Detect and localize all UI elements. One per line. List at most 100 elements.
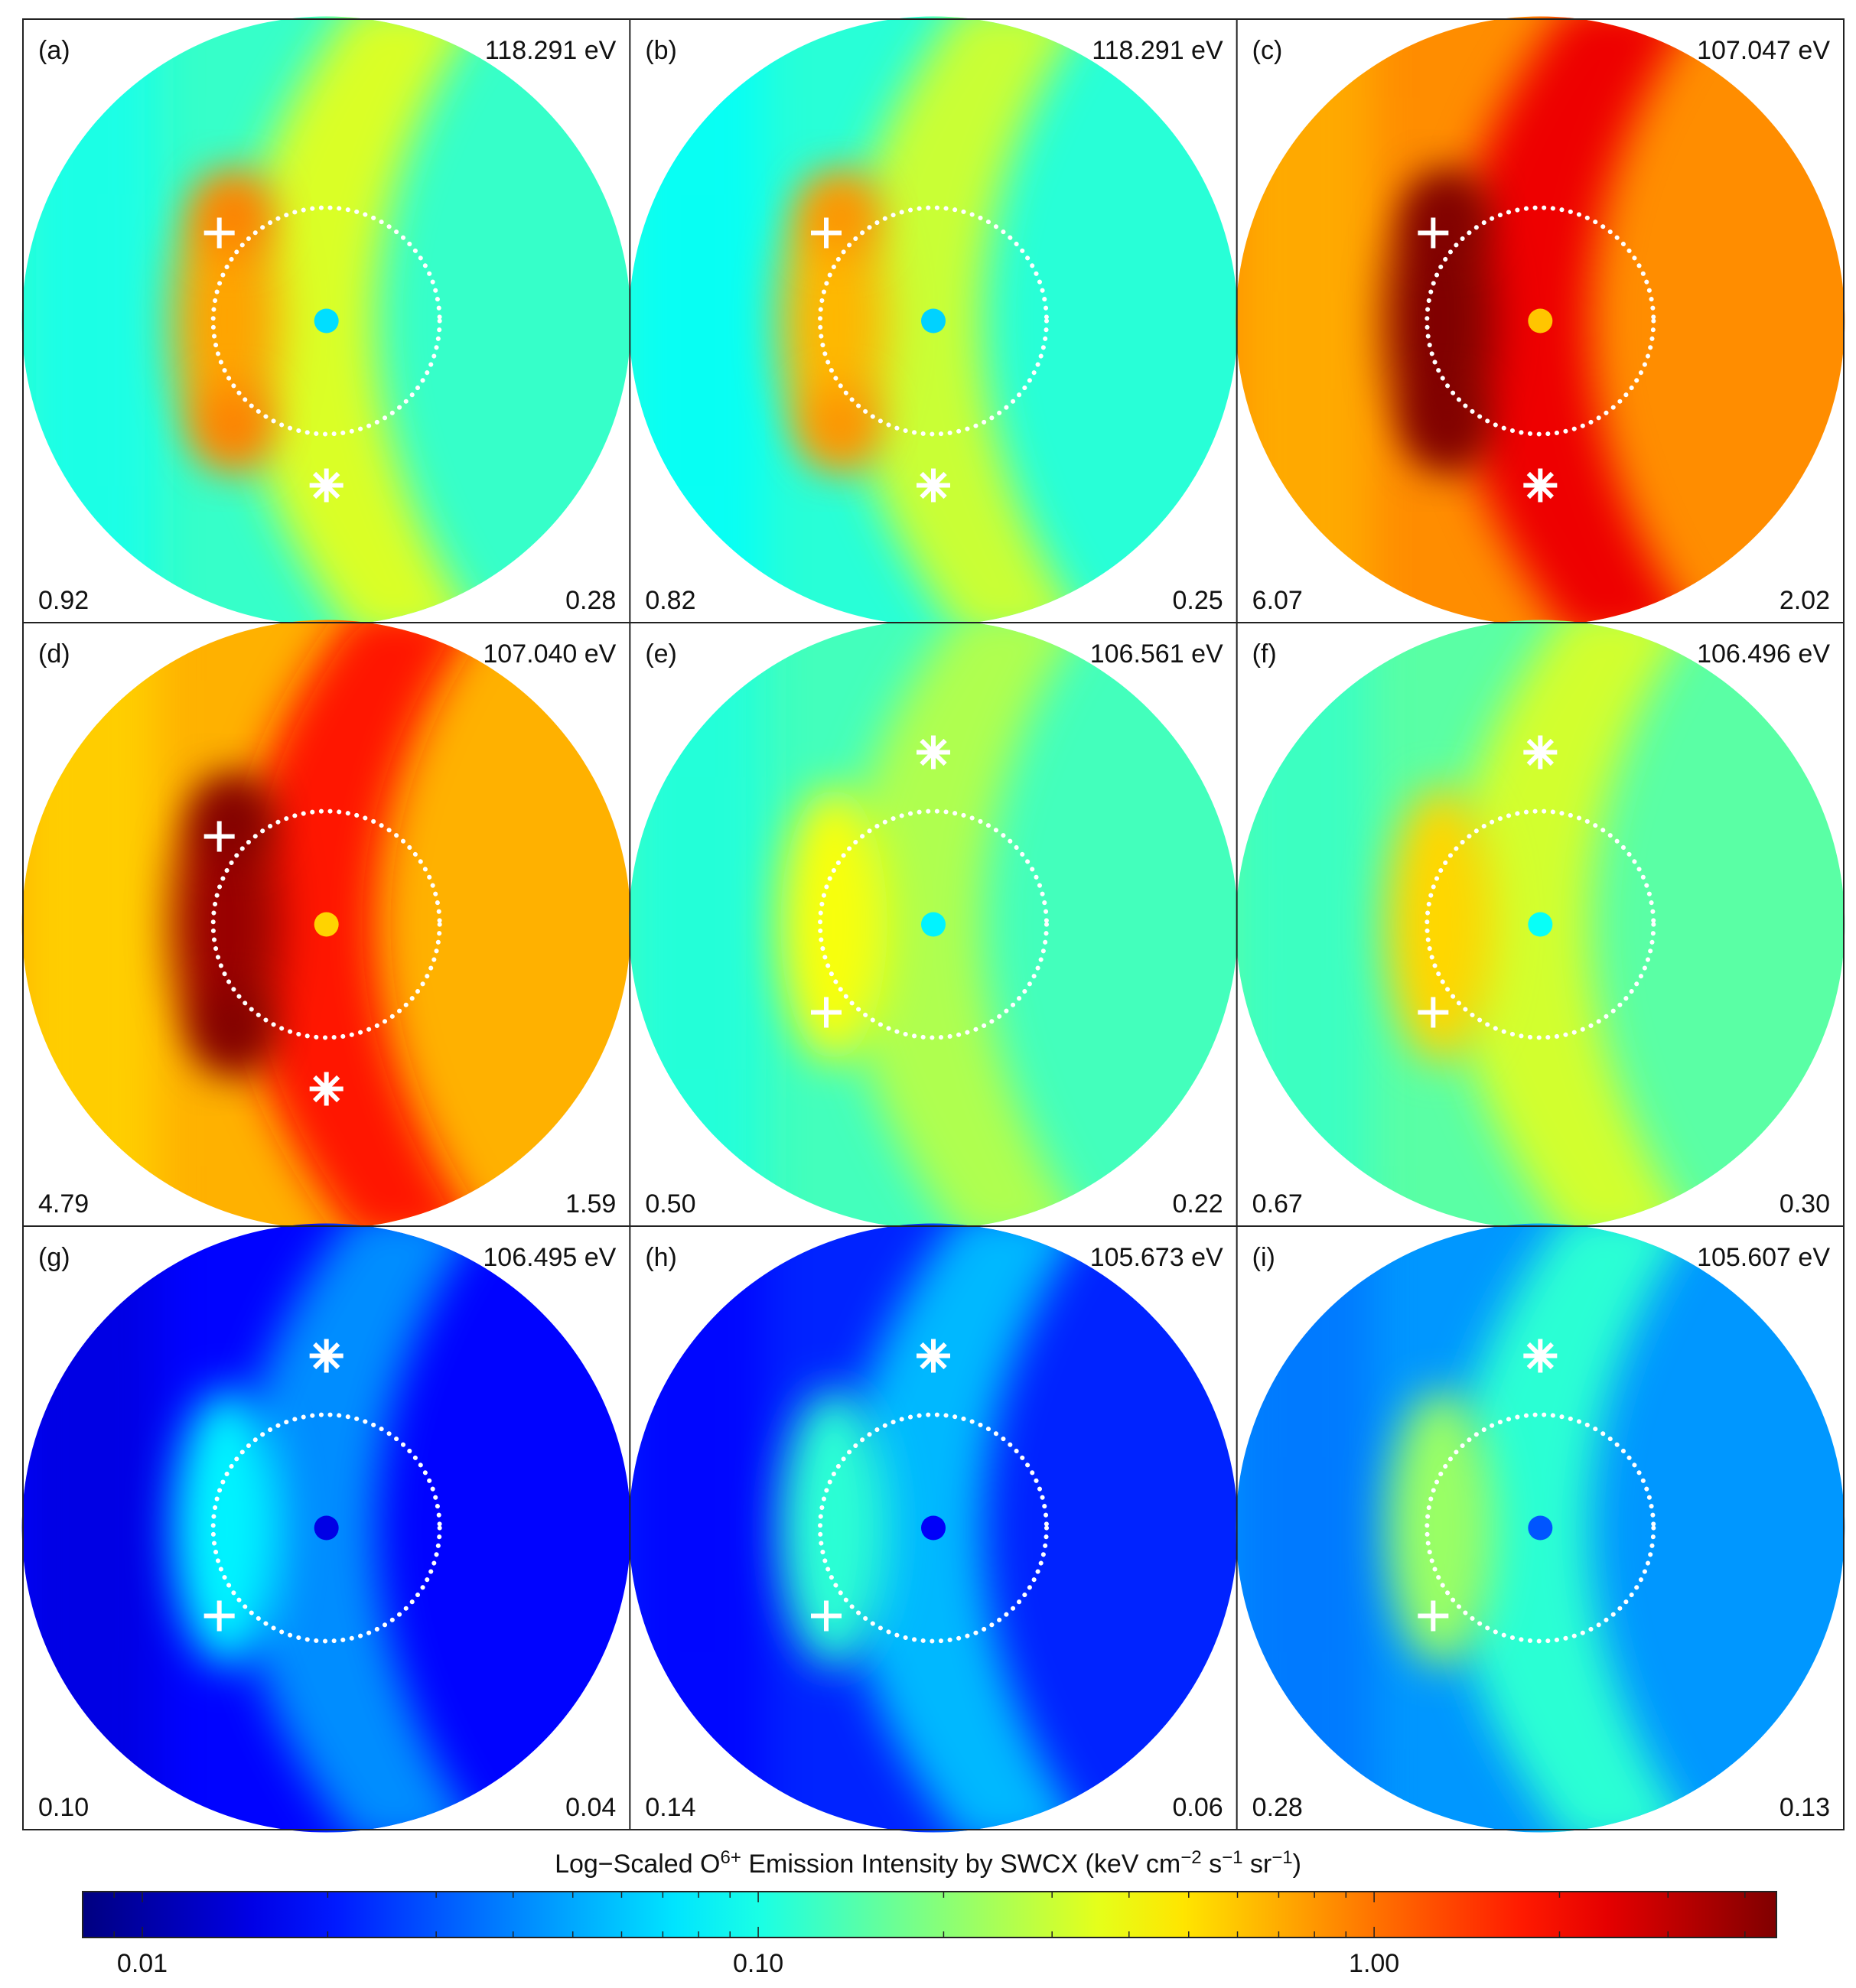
right-value: 0.28 [565, 586, 616, 615]
energy-label: 106.561 eV [1090, 639, 1223, 669]
colorbar-tick-label: 0.01 [117, 1949, 168, 1978]
fov-circle [1425, 205, 1656, 437]
fov-circle [1425, 809, 1656, 1040]
earth-disk [1528, 1515, 1553, 1541]
earth-disk [921, 912, 946, 937]
colorbar-tick-label: 0.10 [733, 1949, 783, 1978]
panel-grid: (a) 118.291 eV 0.92 0.28 (b) 118.291 eV 0.82 0.… [21, 16, 1845, 1833]
outer-region [629, 16, 767, 626]
grid-outline [22, 18, 1845, 1830]
magnetosheath-band [842, 1223, 1094, 1833]
cusp-peak [196, 386, 273, 470]
magnetosheath-band [1448, 620, 1701, 1229]
cusp-peak [803, 386, 880, 470]
fov-circle [210, 1412, 442, 1644]
outer-region [1236, 620, 1373, 1229]
asterisk-marker [1523, 1339, 1558, 1373]
energy-label: 105.607 eV [1697, 1243, 1830, 1272]
plus-marker [1418, 1600, 1449, 1632]
plus-marker [811, 217, 842, 249]
cusp-peak [1410, 386, 1487, 470]
asterisk-marker [309, 1339, 344, 1373]
outer-region [1236, 16, 1373, 626]
fov-circle [818, 205, 1049, 437]
panel-label: (f) [1252, 639, 1277, 669]
panel-e: (e) 106.561 eV 0.50 0.22 [629, 620, 1238, 1229]
fov-circle [210, 205, 442, 437]
panel-label: (g) [38, 1243, 70, 1272]
panel-label: (d) [38, 639, 70, 669]
earth-disk [921, 1515, 946, 1541]
left-value: 4.79 [38, 1189, 89, 1219]
panel-label: (i) [1252, 1243, 1275, 1272]
cusp-peak [196, 171, 273, 256]
energy-label: 107.040 eV [483, 639, 616, 669]
colorbar-tick-label: 1.00 [1349, 1949, 1399, 1978]
plus-marker [1418, 997, 1449, 1028]
energy-label: 105.673 eV [1090, 1243, 1223, 1272]
left-value: 0.10 [38, 1793, 89, 1822]
panel-c: (c) 107.047 eV 6.07 2.02 [1236, 16, 1845, 626]
energy-label: 107.047 eV [1697, 36, 1830, 65]
panel-a: (a) 118.291 eV 0.92 0.28 [21, 16, 631, 626]
panel-label: (b) [645, 36, 677, 65]
asterisk-marker [917, 468, 950, 503]
earth-disk [1528, 912, 1553, 937]
panel-i: (i) 105.607 eV 0.28 0.13 [1236, 1223, 1845, 1833]
energy-label: 106.495 eV [483, 1243, 616, 1272]
cusp-peak [1410, 171, 1487, 256]
magnetosheath-band [842, 620, 1094, 1229]
right-value: 1.59 [565, 1189, 616, 1219]
magnetosheath-band [842, 16, 1094, 626]
nose-peak [780, 786, 887, 1062]
asterisk-marker [917, 735, 950, 769]
panel-label: (c) [1252, 36, 1283, 65]
panel-label: (a) [38, 36, 70, 65]
earth-disk [921, 308, 946, 334]
plus-marker [1418, 217, 1449, 249]
right-value: 0.22 [1172, 1189, 1223, 1219]
plus-marker [204, 1600, 235, 1632]
colorbar-title: Log−Scaled O6+ Emission Intensity by SWC… [555, 1847, 1301, 1879]
panel-f: (f) 106.496 eV 0.67 0.30 [1236, 620, 1845, 1229]
right-value: 0.04 [565, 1793, 616, 1822]
cusp-peak [196, 775, 273, 860]
outer-region [1236, 1223, 1373, 1833]
outer-region [629, 620, 767, 1229]
magnetosheath-band [234, 1223, 487, 1833]
colorbar: Log−Scaled O6+ Emission Intensity by SWC… [82, 1847, 1777, 1978]
panel-label: (h) [645, 1243, 677, 1272]
right-value: 2.02 [1779, 586, 1830, 615]
nose-peak [1387, 183, 1495, 459]
panel-g: (g) 106.495 eV 0.10 0.04 [21, 1223, 631, 1833]
asterisk-marker [309, 468, 344, 503]
asterisk-marker [917, 1339, 950, 1373]
energy-label: 118.291 eV [1092, 36, 1223, 65]
nose-peak [780, 1390, 887, 1666]
magnetosheath-band [234, 620, 487, 1229]
colorbar-ticks: 0.01 0.10 1.00 [82, 1892, 1746, 1978]
magnetosheath-band [234, 16, 487, 626]
colorbar-gradient [82, 1891, 1777, 1938]
asterisk-marker [1523, 735, 1558, 769]
left-value: 0.14 [645, 1793, 695, 1822]
fov-circle [1425, 1412, 1656, 1644]
right-value: 0.06 [1172, 1793, 1223, 1822]
panel-h: (h) 105.673 eV 0.14 0.06 [629, 1223, 1238, 1833]
plus-marker [811, 1600, 842, 1632]
outer-region [629, 1223, 767, 1833]
fov-circle [818, 1412, 1049, 1644]
nose-peak [780, 183, 887, 459]
magnetosheath-band [1448, 1223, 1701, 1833]
outer-region [21, 16, 159, 626]
panel-borders [22, 18, 1845, 1830]
cusp-peak [196, 989, 273, 1074]
plus-marker [204, 217, 235, 249]
right-value: 0.30 [1779, 1189, 1830, 1219]
outer-region [21, 1223, 159, 1833]
left-value: 6.07 [1252, 586, 1303, 615]
nose-peak [1387, 1390, 1495, 1666]
magnetosheath-band [1448, 16, 1701, 626]
earth-disk [314, 912, 339, 937]
